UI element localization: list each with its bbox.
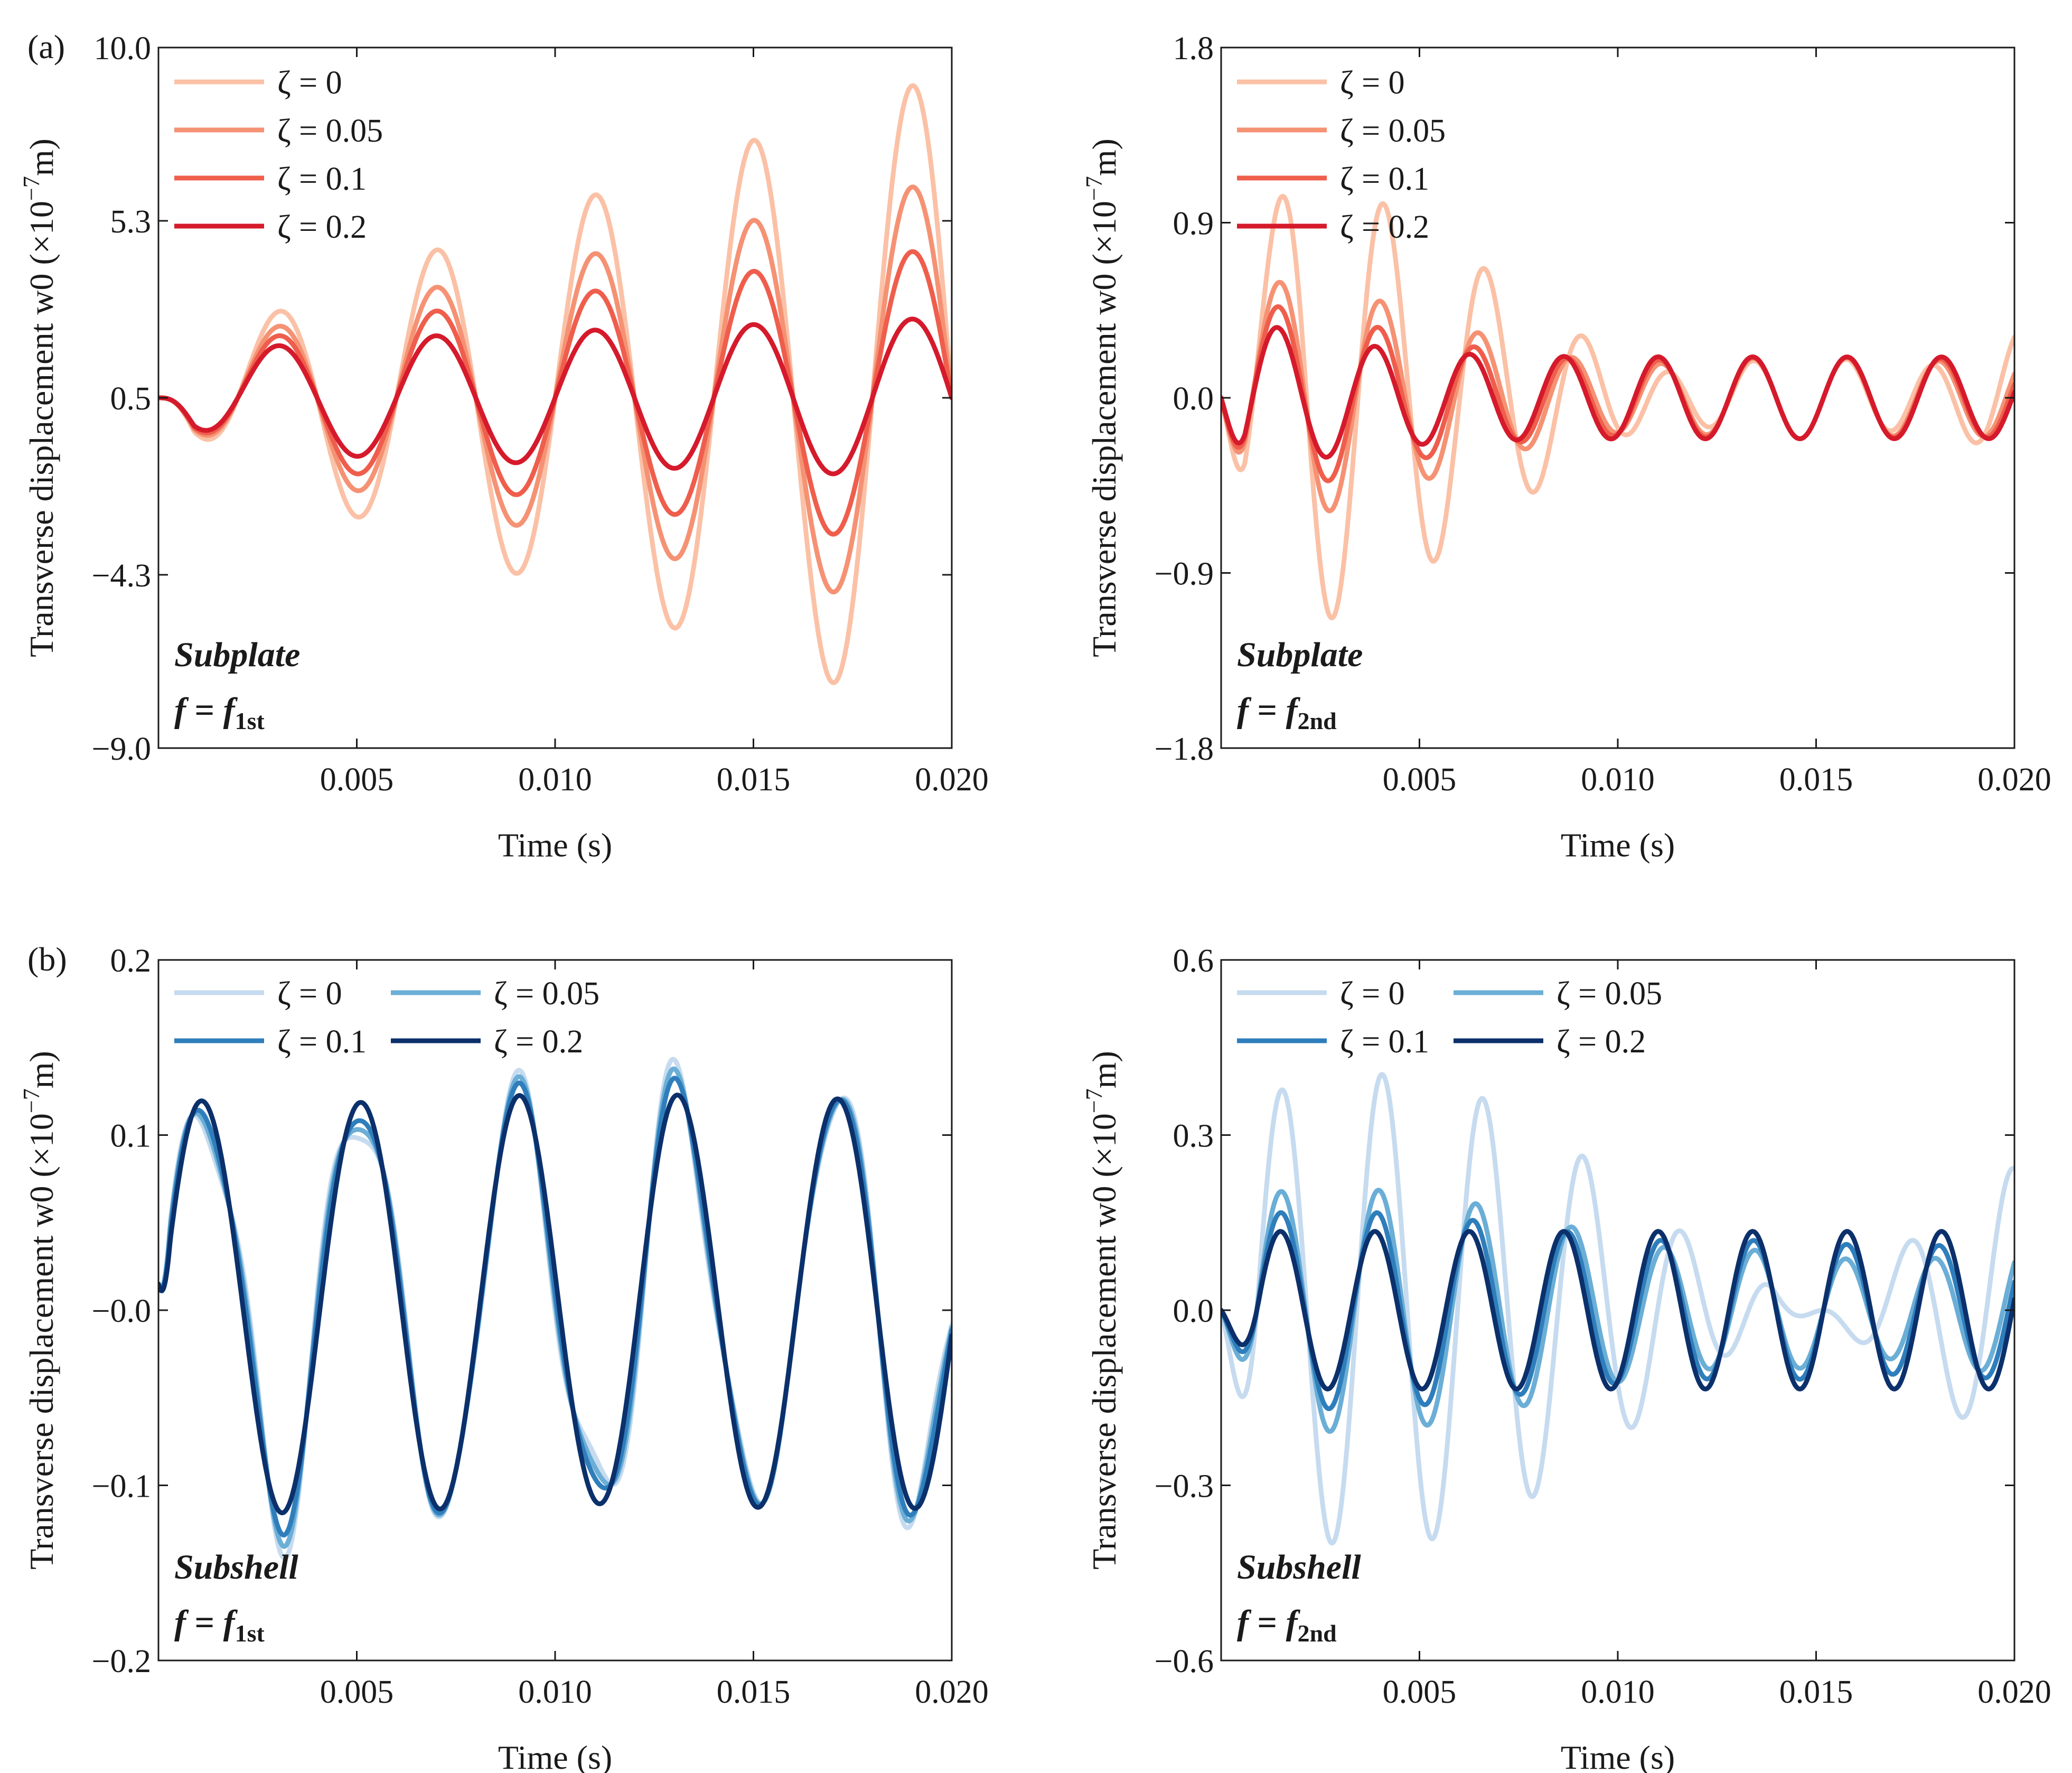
- legend: ζ = 0 ζ = 0.05 ζ = 0.1 ζ = 0.2: [174, 65, 383, 245]
- y-tick-label: −4.3: [92, 558, 151, 594]
- series-line-4: [1221, 1229, 2014, 1392]
- x-tick-label: 0.015: [1779, 762, 1853, 798]
- legend-entry: ζ = 0.05: [494, 976, 599, 1012]
- legend: ζ = 0 ζ = 0.05 ζ = 0.1 ζ = 0.2: [1237, 65, 1446, 245]
- panel-label: (b): [27, 940, 67, 978]
- series-line-3: [1221, 304, 2014, 483]
- legend-entry: ζ = 0.05: [277, 113, 383, 149]
- panel-annotation-frequency: f = f1st: [174, 1603, 265, 1647]
- y-axis-label: Transverse displacement w0 (×10−7m): [1081, 138, 1123, 657]
- panel-label: (a): [27, 28, 65, 66]
- y-tick-label: 5.3: [110, 204, 152, 240]
- x-tick-label: 0.005: [320, 1674, 394, 1710]
- chart-panel-2: 1.8 0.9 0.0 −0.9 −1.8 0.005 0.010 0.015 0.020 Tim…: [1081, 31, 2051, 864]
- x-tick-label: 0.020: [1977, 762, 2051, 798]
- y-tick-label: 0.5: [110, 381, 152, 417]
- x-axis-label: Time (s): [1561, 826, 1675, 864]
- chart-panel-3: 0.2 0.1 −0.0 −0.1 −0.2 0.005 0.010 0.015 0.020 Ti…: [18, 940, 989, 1773]
- y-tick-label: 0.0: [1173, 1293, 1214, 1329]
- chart-panel-4: 0.6 0.3 0.0 −0.3 −0.6 0.005 0.010 0.015 0.020 Tim…: [1081, 943, 2051, 1773]
- legend: ζ = 0 ζ = 0.05 ζ = 0.1 ζ = 0.2: [174, 976, 599, 1060]
- x-tick-label: 0.015: [717, 762, 791, 798]
- y-tick-label: −0.2: [92, 1644, 151, 1679]
- x-tick-label: 0.005: [320, 762, 394, 798]
- series-group: [1221, 194, 2014, 621]
- legend-entry: ζ = 0.2: [494, 1024, 583, 1060]
- panel-annotation-title: Subshell: [174, 1548, 298, 1587]
- y-tick-label: 0.0: [1173, 381, 1214, 417]
- legend-entry: ζ = 0.05: [1557, 976, 1662, 1012]
- panel-annotation-frequency: f = f2nd: [1237, 1603, 1337, 1647]
- series-group: [158, 1057, 952, 1561]
- legend-entry: ζ = 0.1: [277, 1024, 367, 1060]
- legend-entry: ζ = 0.1: [1340, 161, 1429, 197]
- x-tick-label: 0.010: [1581, 1674, 1655, 1710]
- series-group: [1221, 1072, 2014, 1546]
- panel-annotation-title: Subplate: [1237, 636, 1363, 674]
- panel-annotation-title: Subplate: [174, 636, 300, 674]
- y-tick-label: −9.0: [92, 731, 151, 767]
- series-line-4: [158, 316, 952, 477]
- y-tick-label: 0.9: [1173, 206, 1214, 242]
- legend-entry: ζ = 0: [1340, 976, 1405, 1012]
- x-axis-label: Time (s): [1561, 1739, 1675, 1773]
- x-tick-label: 0.020: [1977, 1674, 2051, 1710]
- x-tick-label: 0.010: [518, 762, 592, 798]
- legend-entry: ζ = 0: [1340, 65, 1405, 101]
- chart-panel-1: 10.0 5.3 0.5 −4.3 −9.0 0.005 0.010 0.015 0.020 Ti…: [18, 28, 989, 864]
- legend-entry: ζ = 0.2: [1557, 1024, 1646, 1060]
- legend-entry: ζ = 0: [277, 65, 342, 101]
- x-tick-label: 0.010: [518, 1674, 592, 1710]
- x-tick-label: 0.020: [915, 1674, 989, 1710]
- x-tick-label: 0.020: [915, 762, 989, 798]
- series-line-1: [1221, 194, 2014, 621]
- y-tick-label: 0.6: [1173, 943, 1214, 979]
- series-line-2: [1221, 279, 2014, 514]
- y-tick-label: 0.2: [110, 943, 152, 979]
- y-axis-label: Transverse displacement w0 (×10−7m): [1081, 1051, 1123, 1570]
- panel-annotation-frequency: f = f1st: [174, 691, 265, 734]
- legend-entry: ζ = 0.1: [277, 161, 367, 197]
- legend-entry: ζ = 0.05: [1340, 113, 1446, 149]
- x-axis-label: Time (s): [498, 1739, 612, 1773]
- x-axis-label: Time (s): [498, 826, 612, 864]
- legend-entry: ζ = 0.2: [1340, 209, 1429, 245]
- legend-entry: ζ = 0.2: [277, 209, 367, 245]
- y-tick-label: −0.1: [92, 1469, 151, 1505]
- legend: ζ = 0 ζ = 0.05 ζ = 0.1 ζ = 0.2: [1237, 976, 1662, 1060]
- series-group: [158, 83, 952, 685]
- y-tick-label: −0.9: [1155, 556, 1214, 592]
- y-tick-label: 0.1: [110, 1118, 152, 1154]
- series-line-3: [158, 1076, 952, 1538]
- x-tick-label: 0.005: [1383, 762, 1457, 798]
- y-tick-label: −0.6: [1155, 1644, 1214, 1679]
- x-tick-label: 0.005: [1383, 1674, 1457, 1710]
- y-tick-label: −1.8: [1155, 731, 1214, 767]
- legend-entry: ζ = 0.1: [1340, 1024, 1429, 1060]
- y-tick-label: 0.3: [1173, 1118, 1214, 1154]
- y-tick-label: 1.8: [1173, 31, 1214, 67]
- series-line-4: [158, 1093, 952, 1516]
- panel-annotation-frequency: f = f2nd: [1237, 691, 1337, 734]
- y-tick-label: −0.0: [92, 1293, 151, 1329]
- panel-annotation-title: Subshell: [1237, 1548, 1361, 1587]
- y-tick-label: 10.0: [94, 31, 152, 67]
- legend-entry: ζ = 0: [277, 976, 342, 1012]
- series-line-1: [1221, 1072, 2014, 1546]
- y-axis-label: Transverse displacement w0 (×10−7m): [18, 138, 60, 657]
- x-tick-label: 0.010: [1581, 762, 1655, 798]
- y-axis-label: Transverse displacement w0 (×10−7m): [18, 1051, 60, 1570]
- series-line-4: [1221, 325, 2014, 460]
- y-tick-label: −0.3: [1155, 1469, 1214, 1505]
- x-tick-label: 0.015: [1779, 1674, 1853, 1710]
- x-tick-label: 0.015: [717, 1674, 791, 1710]
